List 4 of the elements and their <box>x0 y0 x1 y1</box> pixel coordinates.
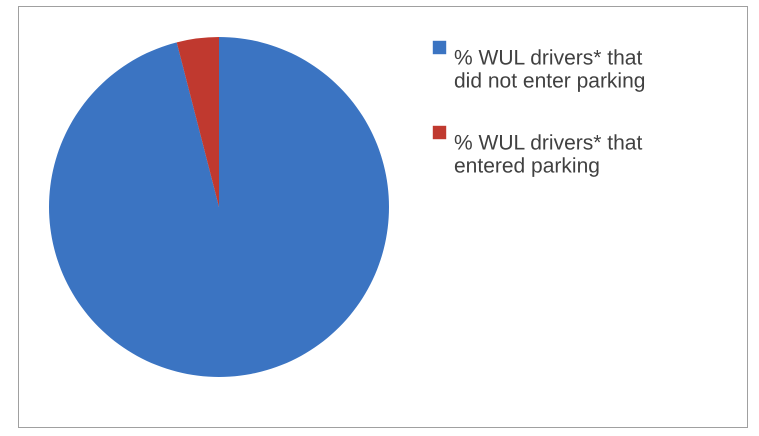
pie-slice <box>176 37 219 207</box>
legend-label: % WUL drivers* that entered parking <box>454 132 642 178</box>
legend-label: % WUL drivers* that did not enter parking <box>454 46 646 92</box>
pie-slice <box>49 37 389 377</box>
